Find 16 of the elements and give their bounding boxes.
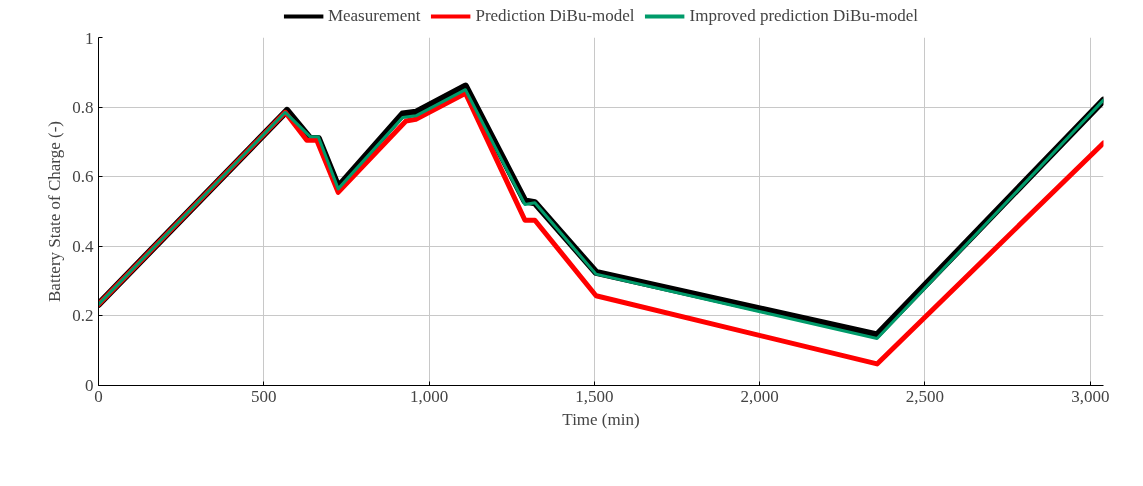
legend-label: Improved prediction DiBu-model bbox=[689, 6, 919, 26]
y-tick-label: 0.8 bbox=[72, 97, 94, 117]
y-tick-label: 0.6 bbox=[72, 167, 94, 187]
x-tick-label: 2,000 bbox=[740, 386, 779, 406]
y-tick-label: 1 bbox=[85, 28, 94, 48]
x-tick-label: 3,000 bbox=[1071, 386, 1110, 406]
y-tick-label: 0.4 bbox=[72, 236, 94, 256]
y-axis-title: Battery State of Charge (-) bbox=[45, 121, 65, 302]
legend-label: Measurement bbox=[327, 6, 421, 26]
x-axis-title: Time (min) bbox=[562, 409, 640, 429]
legend-label: Prediction DiBu-model bbox=[475, 6, 635, 26]
x-tick-label: 500 bbox=[251, 386, 277, 406]
y-tick-label: 0.2 bbox=[72, 306, 94, 326]
x-tick-label: 2,500 bbox=[905, 386, 945, 406]
x-tick-label: 1,500 bbox=[575, 386, 614, 406]
x-tick-label: 1,000 bbox=[409, 386, 449, 406]
